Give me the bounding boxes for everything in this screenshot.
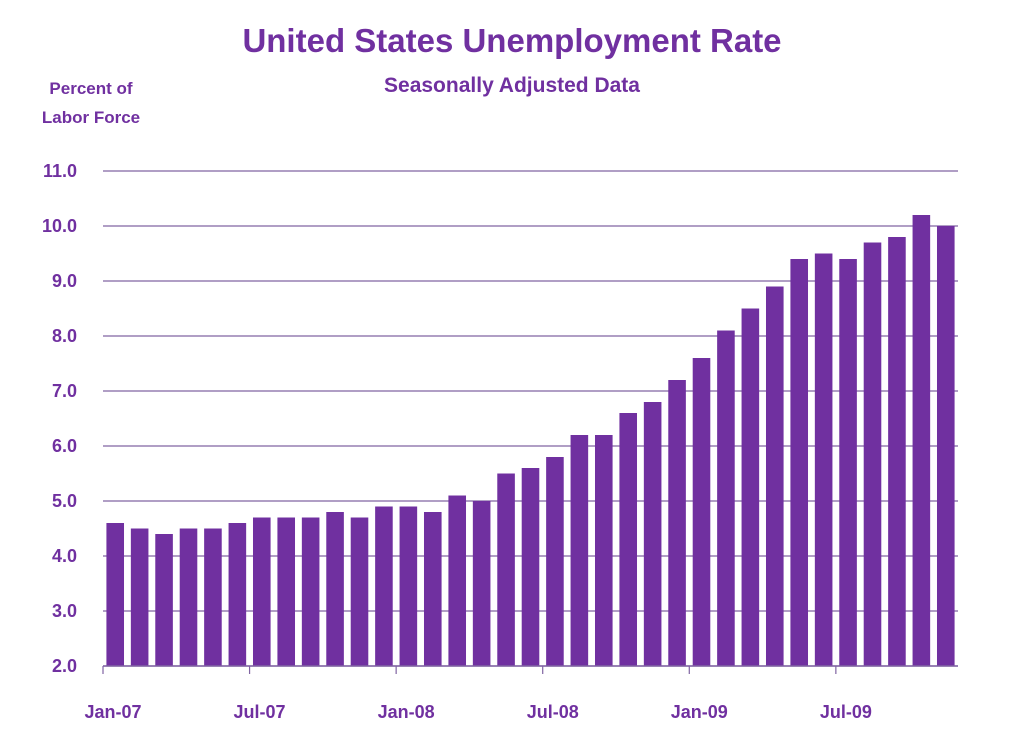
y-tick-label: 7.0 [52, 381, 77, 401]
bar-jun-09 [814, 253, 833, 666]
bar-oct-08 [619, 413, 638, 666]
bar-aug-07 [277, 517, 296, 666]
bar-apr-07 [179, 528, 198, 666]
bar-jun-07 [228, 523, 247, 666]
bar-mar-09 [741, 308, 760, 666]
bar-jan-07 [106, 523, 125, 666]
x-tick-label: Jul-09 [820, 702, 872, 722]
bar-jan-09 [692, 358, 711, 666]
bar-feb-07 [130, 528, 149, 666]
x-tick-label: Jan-08 [378, 702, 435, 722]
bar-jul-08 [546, 457, 564, 666]
bar-sep-07 [301, 517, 320, 666]
bar-nov-09 [936, 226, 955, 666]
bar-aug-09 [863, 242, 882, 666]
bar-apr-08 [472, 501, 491, 666]
bar-feb-08 [423, 512, 442, 666]
x-tick-label: Jan-07 [84, 702, 141, 722]
bar-may-09 [790, 259, 809, 666]
y-tick-label: 6.0 [52, 436, 77, 456]
bar-may-07 [204, 528, 222, 666]
y-tick-label: 10.0 [42, 216, 77, 236]
bar-oct-07 [326, 512, 344, 666]
y-tick-label: 5.0 [52, 491, 77, 511]
y-tick-label: 11.0 [43, 161, 77, 181]
bar-jan-08 [399, 506, 418, 666]
x-tick-label: Jul-07 [234, 702, 286, 722]
bar-sep-08 [594, 435, 613, 666]
chart-subtitle: Seasonally Adjusted Data [384, 74, 640, 97]
bar-sep-09 [888, 237, 906, 666]
y-tick-label: 3.0 [52, 601, 77, 621]
y-axis-label-line-2: Labor Force [41, 108, 141, 127]
y-axis-label-line-1: Percent of [49, 79, 133, 98]
bar-jul-09 [839, 259, 857, 666]
bar-mar-07 [155, 534, 173, 666]
y-tick-label: 2.0 [52, 656, 77, 676]
y-axis-label: Percent of Labor Force [26, 74, 156, 132]
bar-jul-07 [252, 517, 271, 666]
y-tick-label: 8.0 [52, 326, 77, 346]
bar-dec-08 [668, 380, 686, 666]
bar-nov-07 [350, 517, 369, 666]
bar-apr-09 [765, 286, 784, 666]
bar-nov-08 [643, 402, 662, 666]
bar-may-08 [497, 473, 515, 666]
y-tick-label: 4.0 [52, 546, 77, 566]
bar-feb-09 [717, 330, 735, 666]
x-tick-label: Jan-09 [671, 702, 728, 722]
chart-title: United States Unemployment Rate [242, 22, 782, 59]
bar-dec-07 [375, 506, 393, 666]
bar-oct-09 [912, 215, 931, 666]
bar-aug-08 [570, 435, 589, 666]
bar-mar-08 [448, 495, 467, 666]
y-tick-label: 9.0 [52, 271, 77, 291]
bar-jun-08 [521, 468, 540, 666]
x-tick-label: Jul-08 [527, 702, 579, 722]
